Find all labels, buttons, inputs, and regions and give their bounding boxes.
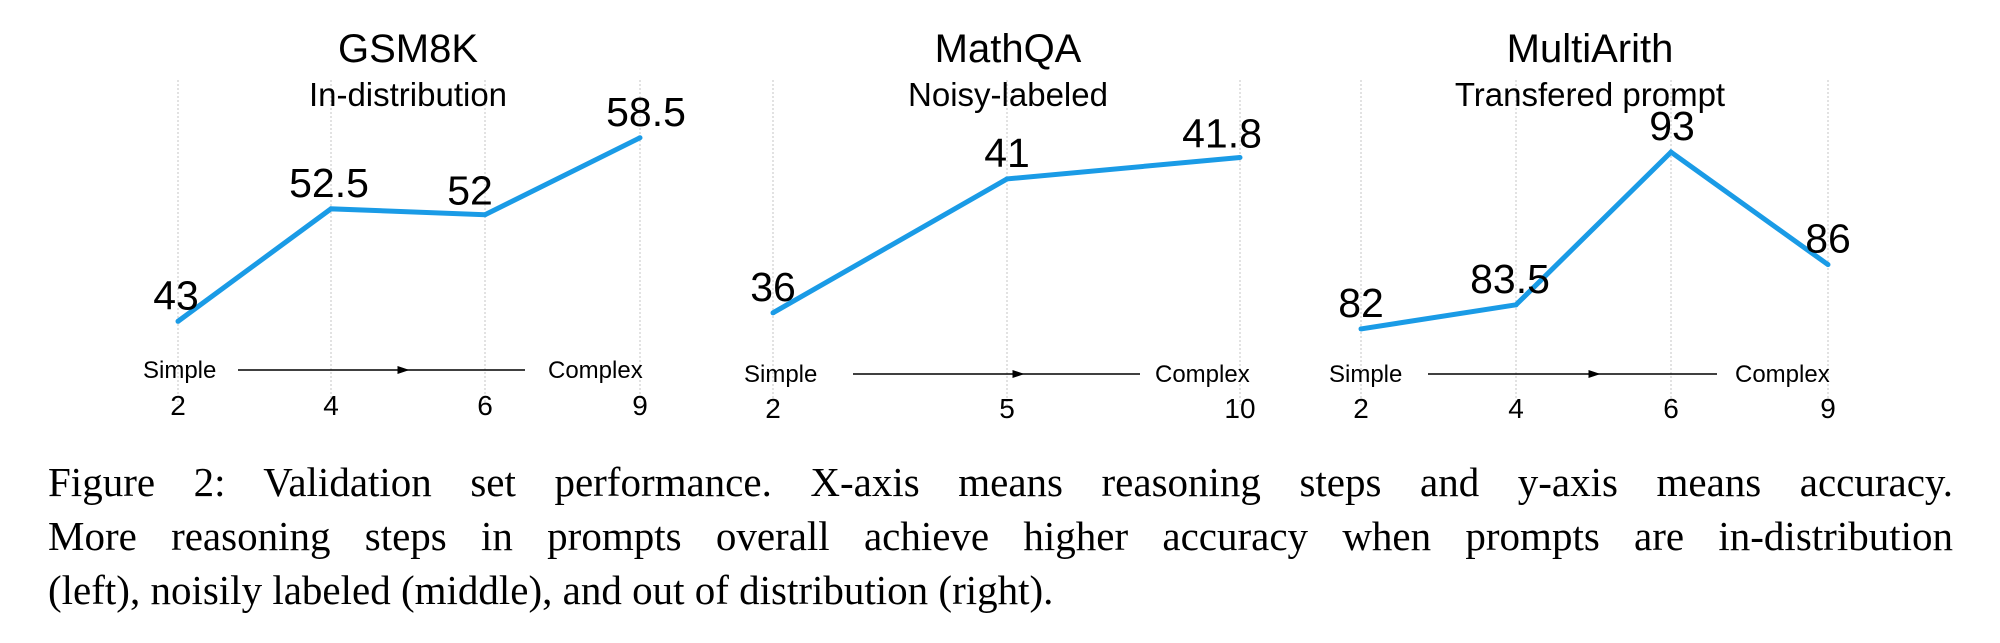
data-point bbox=[770, 310, 776, 316]
data-label: 43 bbox=[153, 272, 199, 318]
data-point bbox=[175, 318, 181, 324]
data-point bbox=[1237, 155, 1243, 160]
x-tick-label: 9 bbox=[1820, 393, 1836, 424]
chart-subtitle: Transfered prompt bbox=[1455, 76, 1725, 113]
data-point bbox=[1668, 149, 1674, 155]
x-tick-label: 4 bbox=[323, 390, 339, 421]
x-tick-label: 2 bbox=[1353, 393, 1369, 424]
caption-line-3: (left), noisily labeled (middle), and ou… bbox=[48, 567, 1054, 613]
chart-panel-3: MultiArith Transfered prompt Simple Complex… bbox=[1329, 27, 1851, 424]
series-line bbox=[1360, 148, 1830, 332]
x-tick-label: 2 bbox=[170, 390, 186, 421]
data-point bbox=[1358, 326, 1364, 332]
data-label: 93 bbox=[1649, 103, 1695, 149]
data-label: 86 bbox=[1805, 216, 1851, 262]
axis-label-complex: Complex bbox=[1735, 361, 1830, 388]
figure-caption: Figure 2: Validation set performance. X-… bbox=[48, 455, 1953, 617]
data-label: 41.8 bbox=[1182, 111, 1262, 157]
x-tick-label: 2 bbox=[765, 393, 781, 424]
data-point bbox=[637, 135, 643, 141]
chart-title: MultiArith bbox=[1507, 27, 1674, 71]
axis-label-simple: Simple bbox=[1329, 361, 1402, 388]
x-axis-arrowhead bbox=[1012, 370, 1025, 378]
data-point bbox=[328, 206, 334, 212]
data-label: 52.5 bbox=[289, 160, 369, 206]
caption-line-1: Figure 2: Validation set performance. X-… bbox=[48, 459, 1953, 505]
chart-panel-2: MathQA Noisy-labeled Simple Complex 2 5 10 36 41… bbox=[744, 27, 1262, 424]
data-label: 83.5 bbox=[1470, 256, 1550, 302]
data-point bbox=[1004, 176, 1010, 182]
data-label: 41 bbox=[984, 130, 1030, 176]
x-tick-label: 5 bbox=[999, 393, 1015, 424]
charts-svg: GSM8K In-distribution Simple Complex 2 4 6 9 43 5… bbox=[143, 27, 1851, 424]
data-label: 52 bbox=[447, 168, 493, 214]
data-label: 82 bbox=[1338, 280, 1384, 326]
data-label: 58.5 bbox=[606, 89, 686, 135]
chart-subtitle: Noisy-labeled bbox=[908, 76, 1108, 113]
axis-label-simple: Simple bbox=[744, 361, 817, 388]
data-point bbox=[482, 212, 488, 218]
caption-line-2: More reasoning steps in prompts overall … bbox=[48, 513, 1953, 559]
x-tick-label: 9 bbox=[632, 390, 648, 421]
x-tick-label: 6 bbox=[477, 390, 493, 421]
x-axis-arrowhead bbox=[1588, 370, 1601, 378]
x-tick-label: 6 bbox=[1663, 393, 1679, 424]
x-axis-arrowhead bbox=[397, 366, 410, 374]
data-point bbox=[1513, 302, 1519, 308]
chart-title: MathQA bbox=[935, 27, 1082, 71]
data-point bbox=[1825, 262, 1831, 268]
chart-panel-1: GSM8K In-distribution Simple Complex 2 4 6 9 43 5… bbox=[143, 27, 686, 421]
chart-subtitle: In-distribution bbox=[309, 76, 507, 113]
x-tick-label: 4 bbox=[1508, 393, 1524, 424]
axis-label-complex: Complex bbox=[548, 357, 643, 384]
chart-title: GSM8K bbox=[338, 27, 478, 71]
x-tick-label: 10 bbox=[1224, 393, 1255, 424]
data-label: 36 bbox=[750, 264, 796, 310]
series-line bbox=[176, 135, 642, 324]
axis-label-simple: Simple bbox=[143, 357, 216, 384]
figure-charts: GSM8K In-distribution Simple Complex 2 4 6 9 43 5… bbox=[143, 27, 1851, 424]
axis-label-complex: Complex bbox=[1155, 361, 1250, 388]
